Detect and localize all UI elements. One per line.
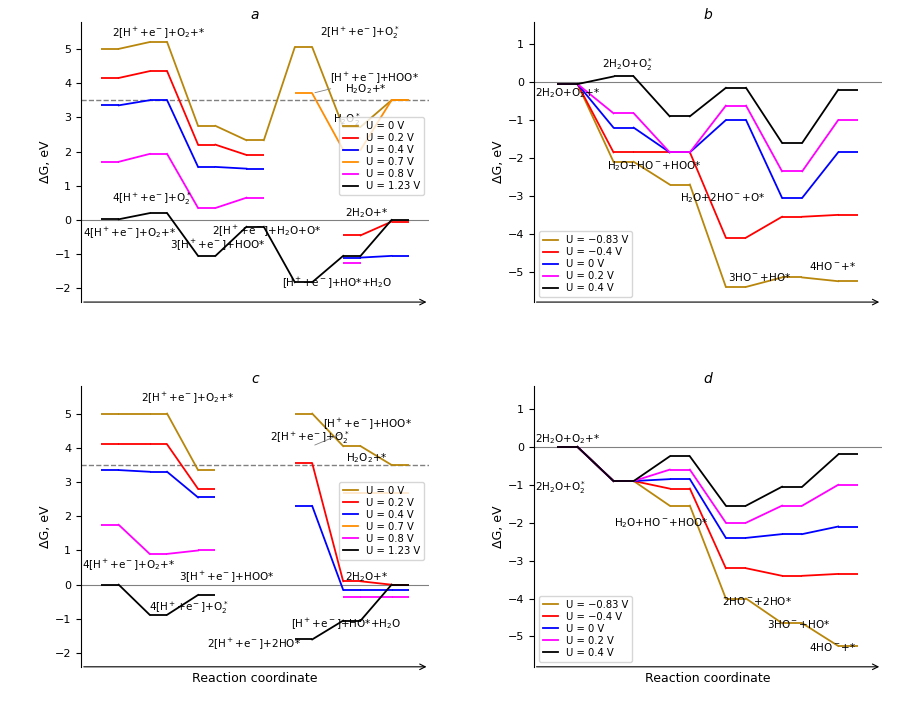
Text: 2H$_2$O+O$_2^*$: 2H$_2$O+O$_2^*$: [602, 56, 653, 72]
Text: 2[H$^+$+e$^-$]+O$_2^*$: 2[H$^+$+e$^-$]+O$_2^*$: [270, 429, 349, 446]
Text: [H$^+$+e$^-$]+HO*+H$_2$O: [H$^+$+e$^-$]+HO*+H$_2$O: [292, 617, 401, 632]
Text: 2H$_2$O+*: 2H$_2$O+*: [345, 571, 388, 584]
Text: [H$^+$+e$^-$]+HO*+H$_2$O: [H$^+$+e$^-$]+HO*+H$_2$O: [282, 275, 392, 290]
Text: 3[H$^+$+e$^-$]+HOO*: 3[H$^+$+e$^-$]+HOO*: [170, 237, 266, 252]
Legend: U = 0 V, U = 0.2 V, U = 0.4 V, U = 0.7 V, U = 0.8 V, U = 1.23 V: U = 0 V, U = 0.2 V, U = 0.4 V, U = 0.7 V…: [339, 117, 424, 195]
Text: H$_2$O$_2^*$: H$_2$O$_2^*$: [334, 112, 362, 128]
Y-axis label: ΔG, eV: ΔG, eV: [491, 505, 505, 548]
Text: 4[H$^+$+e$^-$]+O$_2^*$: 4[H$^+$+e$^-$]+O$_2^*$: [112, 191, 192, 207]
Title: c: c: [251, 372, 259, 386]
Text: 2[H$^+$+e$^-$]+O$_2$+*: 2[H$^+$+e$^-$]+O$_2$+*: [140, 389, 234, 404]
Title: d: d: [704, 372, 712, 386]
Y-axis label: ΔG, eV: ΔG, eV: [39, 141, 52, 183]
Text: [H$^+$+e$^-$]+HOO*: [H$^+$+e$^-$]+HOO*: [315, 416, 412, 445]
Text: H$_2$O$_2$+*: H$_2$O$_2$+*: [346, 451, 388, 465]
Text: H$_2$O+HO$^-$+HOO*: H$_2$O+HO$^-$+HOO*: [607, 159, 701, 174]
Text: 3HO$^-$+HO*: 3HO$^-$+HO*: [727, 271, 790, 283]
Text: 2H$_2$O+O$_2$+*: 2H$_2$O+O$_2$+*: [535, 432, 600, 446]
Text: 2[H$^+$+e$^-$]+O$_2^*$: 2[H$^+$+e$^-$]+O$_2^*$: [320, 24, 400, 41]
Text: 2H$_2$O+O$_2$+*: 2H$_2$O+O$_2$+*: [535, 87, 600, 100]
Text: H$_2$O+HO$^-$+HOO*: H$_2$O+HO$^-$+HOO*: [614, 516, 708, 531]
Text: [H$^+$+e$^-$]+HOO*: [H$^+$+e$^-$]+HOO*: [315, 70, 419, 92]
Y-axis label: ΔG, eV: ΔG, eV: [39, 505, 52, 548]
Text: 2H$_2$O+*: 2H$_2$O+*: [345, 206, 388, 219]
Legend: U = −0.83 V, U = −0.4 V, U = 0 V, U = 0.2 V, U = 0.4 V: U = −0.83 V, U = −0.4 V, U = 0 V, U = 0.…: [539, 596, 632, 662]
Y-axis label: ΔG, eV: ΔG, eV: [491, 141, 505, 183]
Text: 2[H$^+$+e$^-$]+O$_2$+*: 2[H$^+$+e$^-$]+O$_2$+*: [112, 25, 205, 39]
Text: 2[H$^+$+e$^-$]+2HO*: 2[H$^+$+e$^-$]+2HO*: [207, 636, 301, 651]
Text: 3[H$^+$+e$^-$]+HOO*: 3[H$^+$+e$^-$]+HOO*: [179, 569, 274, 584]
Title: a: a: [251, 7, 259, 22]
Text: H$_2$O+2HO$^-$+O*: H$_2$O+2HO$^-$+O*: [680, 191, 765, 205]
X-axis label: Reaction coordinate: Reaction coordinate: [645, 673, 770, 685]
Text: H$_2$O$_2$+*: H$_2$O$_2$+*: [345, 82, 386, 100]
Text: 2H$_2$O+O$_2^*$: 2H$_2$O+O$_2^*$: [535, 479, 586, 495]
Text: 4[H$^+$+e$^-$]+O$_2$+*: 4[H$^+$+e$^-$]+O$_2$+*: [84, 225, 176, 240]
Text: 2[H$^+$+e$^-$]+H$_2$O+O*: 2[H$^+$+e$^-$]+H$_2$O+O*: [212, 223, 321, 238]
Legend: U = −0.83 V, U = −0.4 V, U = 0 V, U = 0.2 V, U = 0.4 V: U = −0.83 V, U = −0.4 V, U = 0 V, U = 0.…: [539, 231, 632, 297]
Text: 2HO$^-$+2HO*: 2HO$^-$+2HO*: [722, 595, 792, 607]
Text: 4HO$^-$+*: 4HO$^-$+*: [809, 641, 857, 653]
Text: 4[H$^+$+e$^-$]+O$_2$+*: 4[H$^+$+e$^-$]+O$_2$+*: [82, 557, 176, 572]
X-axis label: Reaction coordinate: Reaction coordinate: [193, 673, 318, 685]
Text: 3HO$^-$+HO*: 3HO$^-$+HO*: [767, 618, 830, 630]
Title: b: b: [704, 7, 712, 22]
Text: 4[H$^+$+e$^-$]+O$_2^*$: 4[H$^+$+e$^-$]+O$_2^*$: [148, 599, 229, 617]
Text: 4HO$^-$+*: 4HO$^-$+*: [809, 260, 857, 272]
Legend: U = 0 V, U = 0.2 V, U = 0.4 V, U = 0.7 V, U = 0.8 V, U = 1.23 V: U = 0 V, U = 0.2 V, U = 0.4 V, U = 0.7 V…: [339, 482, 424, 560]
